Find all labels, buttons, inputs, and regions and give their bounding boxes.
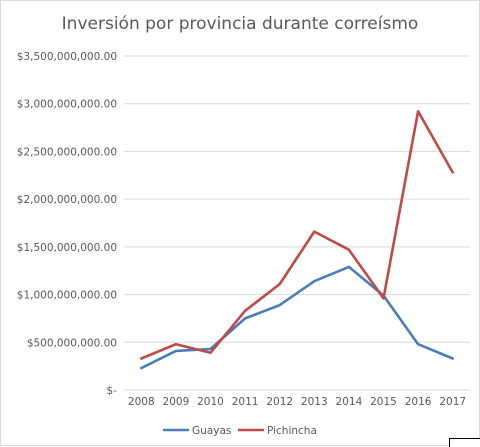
y-tick-label: $- [107,385,118,397]
x-tick-label: 2013 [301,396,328,408]
y-tick-label: $500,000,000.00 [27,337,117,349]
y-tick-label: $2,000,000,000.00 [17,194,117,206]
y-tick-label: $3,000,000,000.00 [17,99,117,111]
x-tick-label: 2009 [163,396,190,408]
legend-label-guayas: Guayas [192,425,231,437]
x-tick-label: 2011 [232,396,259,408]
series-line-pichincha [140,110,455,360]
x-tick-label: 2017 [439,396,466,408]
x-tick-label: 2016 [405,396,432,408]
y-tick-label: $3,500,000,000.00 [17,51,117,63]
legend-label-pichincha: Pichincha [267,425,317,437]
series-line-guayas [140,265,455,370]
corner-box [449,438,480,447]
x-tick-label: 2012 [266,396,293,408]
x-tick-label: 2014 [336,396,363,408]
y-tick-label: $1,500,000,000.00 [17,242,117,254]
x-tick-label: 2010 [197,396,224,408]
y-tick-label: $2,500,000,000.00 [17,146,117,158]
x-tick-label: 2008 [128,396,155,408]
chart-title: Inversión por provincia durante correísm… [61,14,419,34]
y-tick-label: $1,000,000,000.00 [17,290,117,302]
x-tick-label: 2015 [370,396,397,408]
